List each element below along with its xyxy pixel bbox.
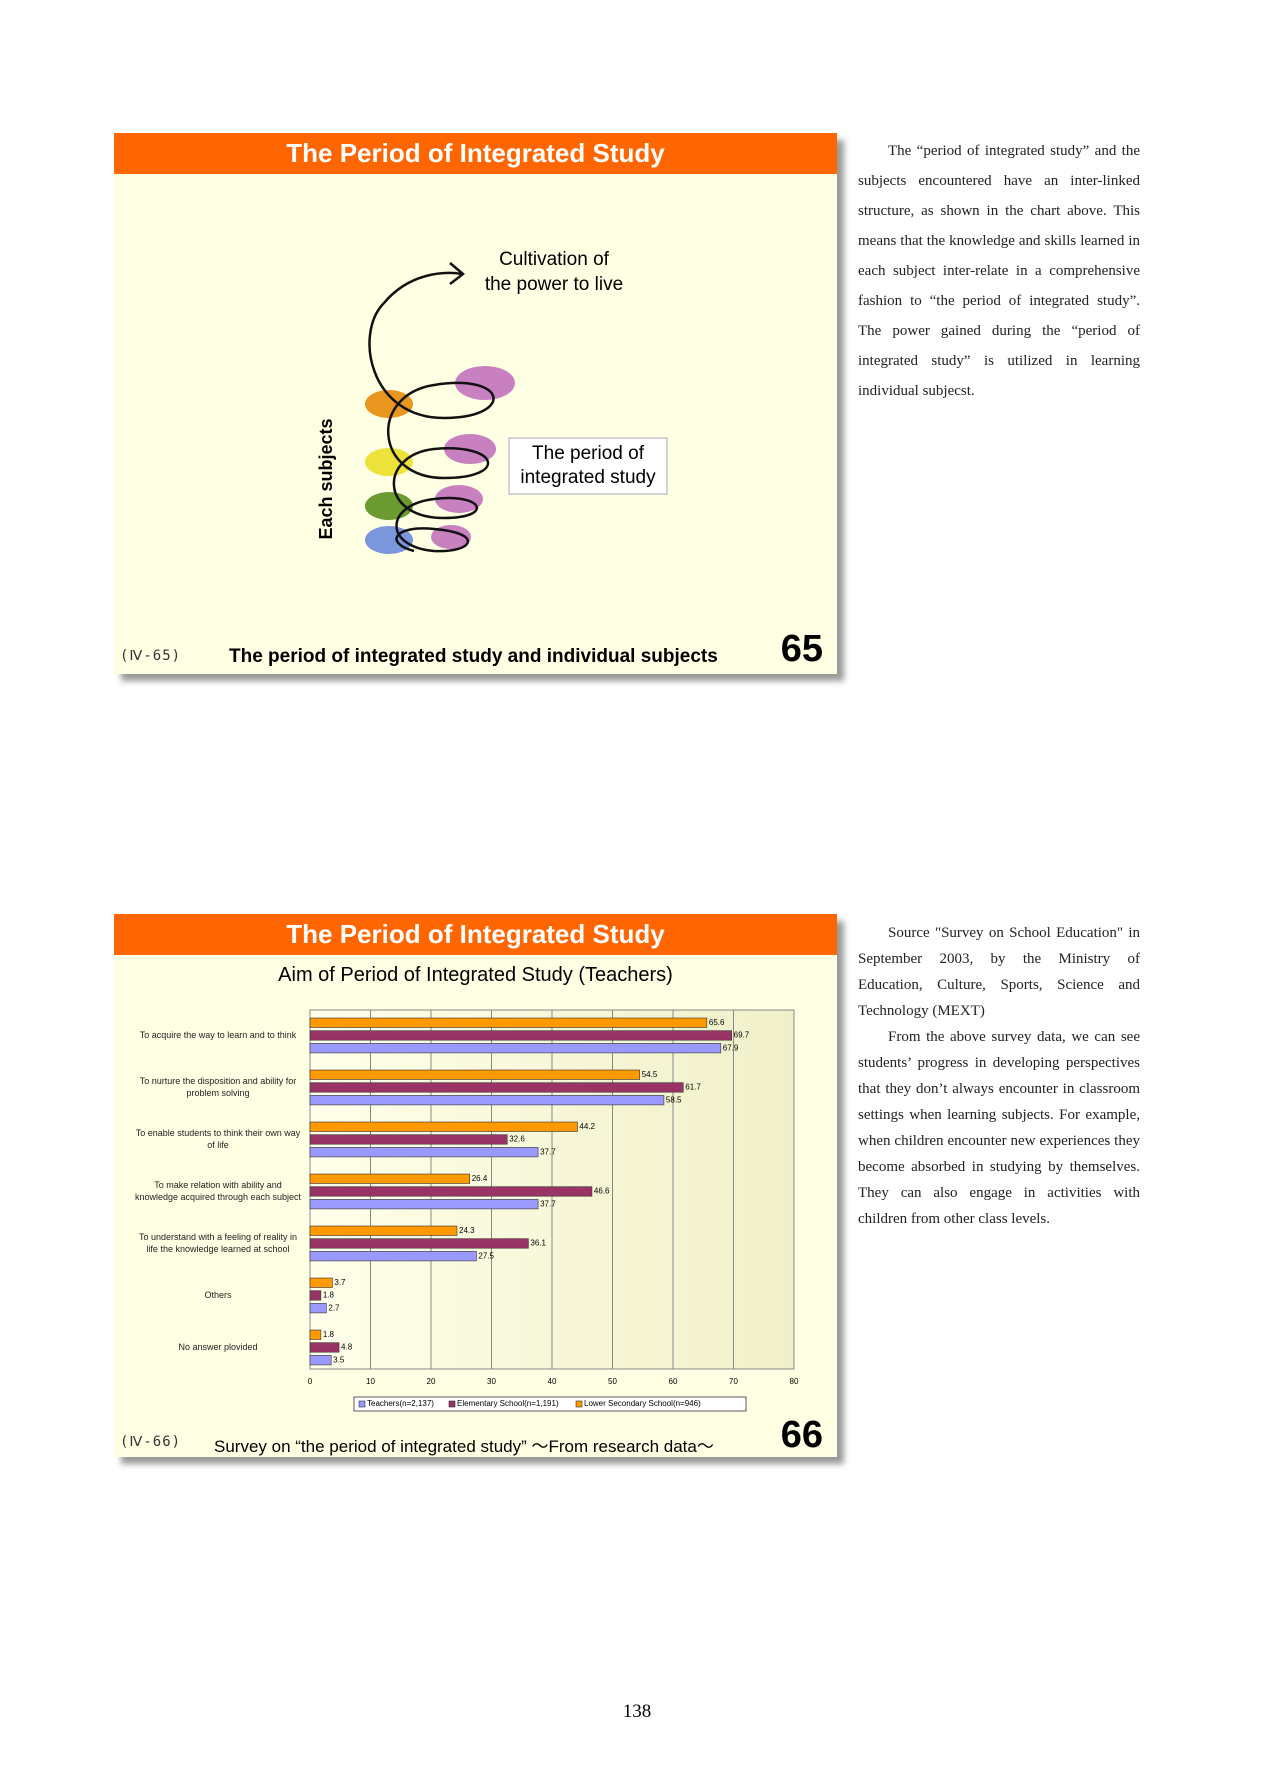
bar [309,1017,708,1028]
x-tick-label: 20 [427,1377,436,1386]
diagram: Cultivation of the power to live The per… [316,249,668,554]
bar [309,1147,539,1158]
x-tick-label: 50 [608,1377,617,1386]
legend-box [353,1396,747,1412]
value-label: 37.7 [540,1147,556,1156]
bar [309,1173,471,1184]
label-box [508,437,668,495]
x-tick-label: 80 [790,1377,799,1386]
slide-number: 66 [780,1414,823,1456]
label: Cultivation of [499,249,610,270]
value-label: 69.7 [734,1031,750,1040]
legend-swatch [358,1400,366,1408]
value-label: 37.7 [540,1199,556,1208]
value-label: 32.6 [509,1135,525,1144]
category-label: No answer plovided [178,1342,258,1353]
value-label: 4.8 [341,1343,353,1352]
bar [309,1355,332,1366]
legend-label: Teachers(n=2,137) [367,1399,434,1408]
paragraph: Source "Survey on School Education" in S… [858,925,1140,1019]
value-label: 26.4 [472,1174,488,1183]
bar [309,1225,458,1236]
bar [309,1121,578,1132]
category-label: To make relation with ability and knowle… [134,1180,302,1203]
value-label: 3.7 [334,1278,346,1287]
bar [309,1238,529,1249]
chart: 0 10 20 30 40 50 60 70 80 67.9 69.7 65.6 58.561.7 54.… [308,1009,799,1412]
bar [309,1342,340,1353]
slide: The Period of Integrated Study Cultivati… [114,133,837,674]
bar [309,1082,684,1093]
legend-swatch [575,1400,583,1408]
arrow-head [449,262,465,285]
paragraph: From the above survey data, we can see s… [858,1029,1140,1227]
bar [309,1329,322,1340]
x-tick-label: 0 [308,1377,313,1386]
category-label: To understand with a feeling of reality … [138,1232,298,1255]
chart-title: Aim of Period of Integrated Study (Teach… [278,964,673,986]
x-tick-label: 10 [366,1377,375,1386]
side-label: Each subjects [316,418,336,539]
ellipse [365,390,413,418]
legend-swatch [448,1400,456,1408]
value-label: 3.5 [333,1355,345,1364]
label: The period of [532,443,645,464]
value-label: 44.2 [579,1122,595,1131]
bar [309,1134,508,1145]
value-label: 27.5 [478,1251,494,1260]
bar [309,1277,333,1288]
slide-code: (Ⅳ-66) [120,1434,182,1450]
paragraph: The “period of integrated study” and the… [858,143,1140,399]
x-tick-label: 60 [669,1377,678,1386]
x-tick-label: 70 [729,1377,738,1386]
text-block: The “period of integrated study” and the… [858,136,1140,406]
spiral [368,271,495,553]
slide-header: The Period of Integrated Study [114,914,837,955]
value-label: 2.7 [328,1303,340,1312]
value-label: 58.5 [666,1095,682,1104]
bar [309,1303,327,1314]
slide: The Period of Integrated Study Aim of Pe… [114,914,837,1457]
bar [309,1251,477,1262]
ellipse [365,448,413,476]
label: integrated study [520,467,656,488]
bar [309,1186,593,1197]
value-label: 46.6 [594,1187,610,1196]
bar [309,1030,732,1041]
slide-caption: Survey on “the period of integrated stud… [214,1437,714,1456]
slide-code: (Ⅳ-65) [120,648,182,664]
slide-header: The Period of Integrated Study [114,133,837,174]
category-label: To nurture the disposition and ability f… [139,1076,297,1099]
value-label: 61.7 [685,1083,701,1092]
slide-number: 65 [780,628,823,670]
value-label: 67.9 [723,1043,739,1052]
bar [309,1290,322,1301]
ellipse [455,366,515,400]
ellipse [431,525,471,549]
text-block: Source "Survey on School Education" in S… [858,920,1140,1232]
legend-label: Lower Secondary School(n=946) [584,1399,701,1408]
value-label: 1.8 [323,1330,335,1339]
x-tick-label: 30 [487,1377,496,1386]
value-label: 36.1 [530,1239,546,1248]
bar [309,1095,665,1106]
page-number: 138 [622,1701,652,1722]
value-label: 24.3 [459,1226,475,1235]
legend-label: Elementary School(n=1,191) [457,1399,559,1408]
value-label: 1.8 [323,1291,335,1300]
bar [309,1199,539,1210]
category-label: To enable students to think their own wa… [135,1128,301,1151]
bar [309,1043,722,1054]
slide-caption: The period of integrated study and indiv… [229,646,718,667]
label: the power to live [485,274,623,295]
value-label: 65.6 [709,1018,725,1027]
category-label: Others [204,1290,232,1301]
category-label: To acquire the way to learn and to think [139,1030,297,1041]
x-tick-label: 40 [548,1377,557,1386]
value-label: 54.5 [642,1070,658,1079]
bar [309,1069,641,1080]
